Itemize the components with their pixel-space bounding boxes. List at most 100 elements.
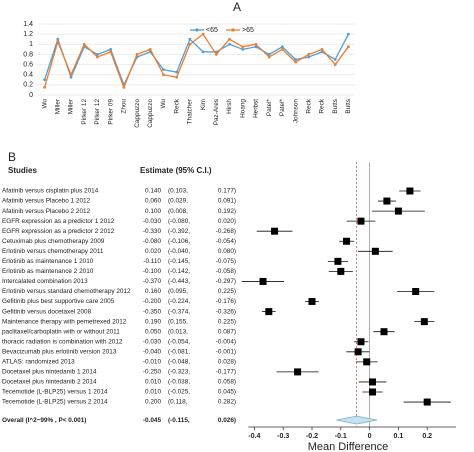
estimate-square [271, 227, 279, 235]
study-label: Erlotinib as maintenance 1 2010 [2, 258, 94, 265]
legend-marker [195, 28, 199, 32]
estimate-square [368, 388, 376, 396]
estimate-square [357, 217, 365, 225]
x-tick-label: Paz-Ares [213, 99, 220, 125]
upper-label: 0.058) [218, 379, 236, 386]
line-series [43, 33, 349, 87]
y-tick-label: 0.4 [23, 72, 33, 79]
point [43, 78, 47, 82]
x-tick-label: Wu [41, 99, 48, 109]
column-header: Estimate (95% C.I.) [140, 166, 212, 175]
estimate-square [380, 328, 388, 336]
x-tick-label: 0 [368, 433, 372, 440]
x-tick-label: Miller [55, 98, 62, 114]
point [267, 53, 271, 56]
x-tick-label: Reck [319, 98, 326, 113]
lower-label: (-0.145, [168, 258, 190, 265]
lower-label: (-0.080, [168, 218, 190, 225]
estimate-label: -0.040 [143, 348, 162, 355]
x-tick-label: 0.2 [422, 433, 432, 440]
estimate-square [406, 187, 414, 195]
point [280, 47, 284, 51]
legend-label: >65 [242, 27, 254, 34]
column-header: Studies [8, 166, 37, 175]
lower-label: (-0.224, [168, 298, 190, 305]
study-label: Gefitinib versus docetaxel 2008 [2, 308, 92, 315]
estimate-label: 0.050 [145, 328, 161, 335]
estimate-label: -0.110 [143, 258, 161, 265]
estimate-label: -0.080 [143, 238, 162, 245]
study-label: Erlotinib versus standard chemotherapy 2… [2, 288, 131, 295]
x-tick-label: Reck [173, 98, 180, 113]
estimate-square [371, 247, 379, 255]
estimate-label: 0.020 [145, 248, 161, 255]
study-label: paclitaxel/carboplatin with or without 2… [2, 328, 120, 335]
lower-label: (-0.054, [168, 338, 190, 345]
x-tick-label: Patel* [279, 98, 286, 116]
study-label: Afatinib versus cisplatin plus 2014 [2, 188, 99, 195]
point [346, 45, 350, 49]
study-label: Overall (I^2~99% , P< 0.001) [2, 416, 86, 424]
lower-label: (-0.038, [168, 379, 190, 386]
line-series [43, 33, 349, 90]
estimate-square [334, 257, 342, 265]
x-tick-label: Johnson [292, 99, 299, 124]
lower-label: (0.008, [168, 208, 188, 215]
point [175, 70, 179, 74]
point [135, 53, 139, 56]
study-label: Tecemotide (L-BLP25) versus 1 2014 [2, 389, 108, 396]
point [188, 37, 192, 41]
estimate-square [394, 207, 402, 215]
point [333, 63, 337, 66]
upper-label: 0.087) [218, 328, 236, 335]
point [307, 53, 311, 56]
estimate-square [308, 298, 316, 306]
x-tick-label: Zhou [121, 99, 128, 114]
point [307, 55, 311, 59]
lower-label: (0.118, [168, 399, 188, 406]
point [56, 37, 60, 41]
study-label: Cetuximab plus chemotherapy 2009 [2, 238, 105, 245]
point [162, 73, 165, 77]
point [109, 47, 113, 51]
point [228, 42, 231, 46]
point [228, 37, 231, 41]
upper-label: -0.268) [216, 228, 236, 235]
x-tick-label: Hirsh [226, 99, 233, 114]
point [241, 45, 245, 49]
x-tick-label: Patel* [266, 98, 273, 116]
study-label: ATLAS: randomized 2013 [2, 359, 75, 366]
point [201, 32, 205, 36]
point [56, 40, 60, 44]
study-label: Erlotinib as maintenance 2 2010 [2, 268, 94, 275]
estimate-label: -0.030 [143, 218, 162, 225]
lower-label: (0.013, [168, 328, 188, 335]
point [69, 75, 73, 79]
point [333, 58, 337, 61]
estimate-label: 0.010 [145, 379, 161, 386]
point [109, 50, 113, 54]
lower-label: (-0.048, [168, 359, 190, 366]
y-tick-label: 0 [29, 92, 33, 99]
x-tick-label: Pirker 12 [94, 99, 101, 125]
upper-label: 0.045) [218, 389, 236, 396]
x-tick-label: -0.4 [248, 433, 260, 440]
lower-label: (0.103, [168, 188, 188, 195]
upper-label: 0.177) [218, 188, 236, 195]
point [96, 55, 99, 59]
study-label: Maintenance therapy with pemetrexed 2012 [2, 318, 127, 325]
x-tick-label: Butts [332, 99, 339, 114]
estimate-label: -0.030 [143, 338, 162, 345]
lower-label: (-0.106, [168, 238, 190, 245]
upper-label: -0.058) [216, 268, 236, 275]
x-tick-label: Cappuzzo [134, 99, 141, 128]
estimate-square [368, 378, 376, 386]
point [148, 47, 152, 51]
estimate-square [343, 237, 351, 245]
x-tick-label: Herbst [253, 99, 260, 118]
study-label: Tecemotide (L-BLP25) versus 2 2014 [2, 399, 108, 406]
x-tick-label: Kim [200, 99, 207, 110]
y-tick-label: 0.6 [23, 61, 33, 68]
lower-label: (-0.081, [168, 348, 190, 355]
